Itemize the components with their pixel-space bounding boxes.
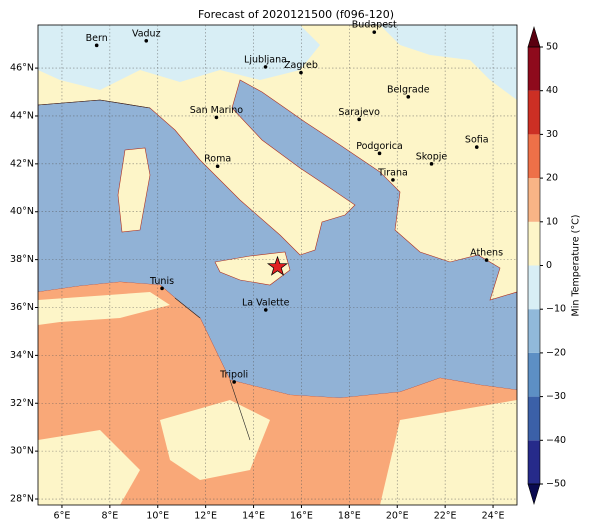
land: [38, 430, 140, 505]
city-dot: [160, 286, 164, 291]
borders: [38, 99, 251, 441]
lat-tick-label: 44°N: [10, 110, 34, 121]
city-label: Sofia: [465, 135, 489, 146]
city-label: Bern: [86, 33, 108, 44]
city-label: Athens: [470, 248, 503, 259]
lat-tick-label: 42°N: [10, 158, 34, 169]
city-dot: [215, 164, 220, 169]
colorbar-segment: [528, 221, 540, 266]
land: [38, 292, 170, 325]
city-dot: [377, 151, 382, 156]
city-dot: [357, 117, 361, 122]
city-label: La Valette: [242, 297, 290, 308]
lon-tick-label: 6°E: [54, 511, 71, 522]
city-dot: [299, 70, 303, 75]
city-dot: [94, 43, 99, 48]
colorbar-tick-label: 30: [546, 129, 558, 140]
colorbar-label: Min Temperature (°C): [571, 215, 582, 317]
colorbar-tick-label: 40: [546, 85, 558, 96]
city-label: Vaduz: [132, 28, 161, 39]
location-star: [266, 255, 289, 276]
city-label: Tirana: [377, 167, 408, 178]
lon-tick-label: 22°E: [434, 511, 457, 522]
colorbar-tick-label: −20: [546, 347, 566, 358]
city-dot: [391, 178, 395, 182]
city-dot: [406, 95, 411, 99]
cold-zone: [380, 25, 517, 100]
lat-tick-label: 36°N: [10, 302, 34, 313]
city-dot: [474, 145, 479, 149]
lon-tick-label: 8°E: [101, 511, 118, 522]
lat-tick-label: 32°N: [10, 398, 34, 409]
lat-tick-label: 46°N: [10, 63, 34, 74]
city-label: Zagreb: [284, 60, 318, 71]
colorbar-tick-label: 20: [546, 173, 558, 184]
sicily: [214, 251, 291, 286]
colorbar-tick-label: 10: [546, 216, 558, 227]
city-label: Budapest: [352, 20, 397, 31]
city-dot: [214, 115, 219, 120]
city-dot: [372, 30, 377, 34]
colorbar-segment: [528, 47, 540, 91]
colorbar-tick-label: −10: [546, 304, 566, 315]
city-label: San Marino: [190, 105, 243, 116]
colorbar-segment: [528, 440, 540, 484]
lat-tick-label: 30°N: [10, 446, 34, 457]
colorbar-segment: [528, 309, 540, 353]
lon-tick-label: 12°E: [194, 511, 217, 522]
lon-tick-label: 16°E: [290, 511, 313, 522]
city-dot: [484, 258, 489, 262]
colorbar-tick-label: −50: [546, 479, 566, 490]
city-dot: [263, 65, 268, 69]
lon-tick-label: 10°E: [146, 511, 169, 522]
map-frame: [37, 24, 518, 506]
city-label: Podgorica: [356, 141, 403, 152]
land: [380, 400, 517, 505]
colorbar-extend-low: [527, 483, 541, 506]
colorbar-tick-label: 0: [546, 260, 552, 271]
city-label: Tunis: [149, 276, 174, 287]
lat-tick-label: 34°N: [10, 350, 34, 361]
title: Forecast of 2020121500 (f096-120): [198, 8, 394, 21]
city-dot: [232, 380, 236, 384]
colorbar-segment: [528, 178, 540, 222]
city-label: Ljubljana: [244, 54, 287, 65]
colorbar-tick-label: −40: [546, 435, 566, 446]
city-dot: [263, 308, 268, 312]
city-label: Belgrade: [387, 84, 430, 95]
lon-tick-label: 14°E: [242, 511, 265, 522]
city-dot: [429, 162, 434, 166]
colorbar-segment: [528, 90, 540, 135]
city-label: Roma: [204, 154, 231, 165]
colorbar-segment: [528, 265, 540, 310]
colorbar-tick-label: −30: [546, 391, 566, 402]
lon-tick-label: 20°E: [386, 511, 409, 522]
colorbar-segment: [528, 134, 540, 179]
lon-tick-label: 24°E: [482, 511, 505, 522]
city-label: Skopje: [416, 151, 448, 162]
city-label: Sarajevo: [338, 107, 380, 118]
colorbar-segment: [528, 396, 540, 441]
city-dot: [144, 39, 149, 43]
lon-tick-label: 18°E: [338, 511, 361, 522]
cold-zone: [38, 25, 320, 90]
land: [160, 400, 270, 480]
colorbar-extend-high: [527, 25, 541, 48]
sardinia-corsica: [117, 147, 151, 233]
city-label: Tripoli: [219, 369, 248, 380]
lat-tick-label: 28°N: [10, 494, 34, 505]
lat-tick-label: 40°N: [10, 206, 34, 217]
lat-tick-label: 38°N: [10, 254, 34, 265]
colorbar-tick-label: 50: [546, 42, 558, 53]
colorbar-segment: [528, 352, 540, 397]
